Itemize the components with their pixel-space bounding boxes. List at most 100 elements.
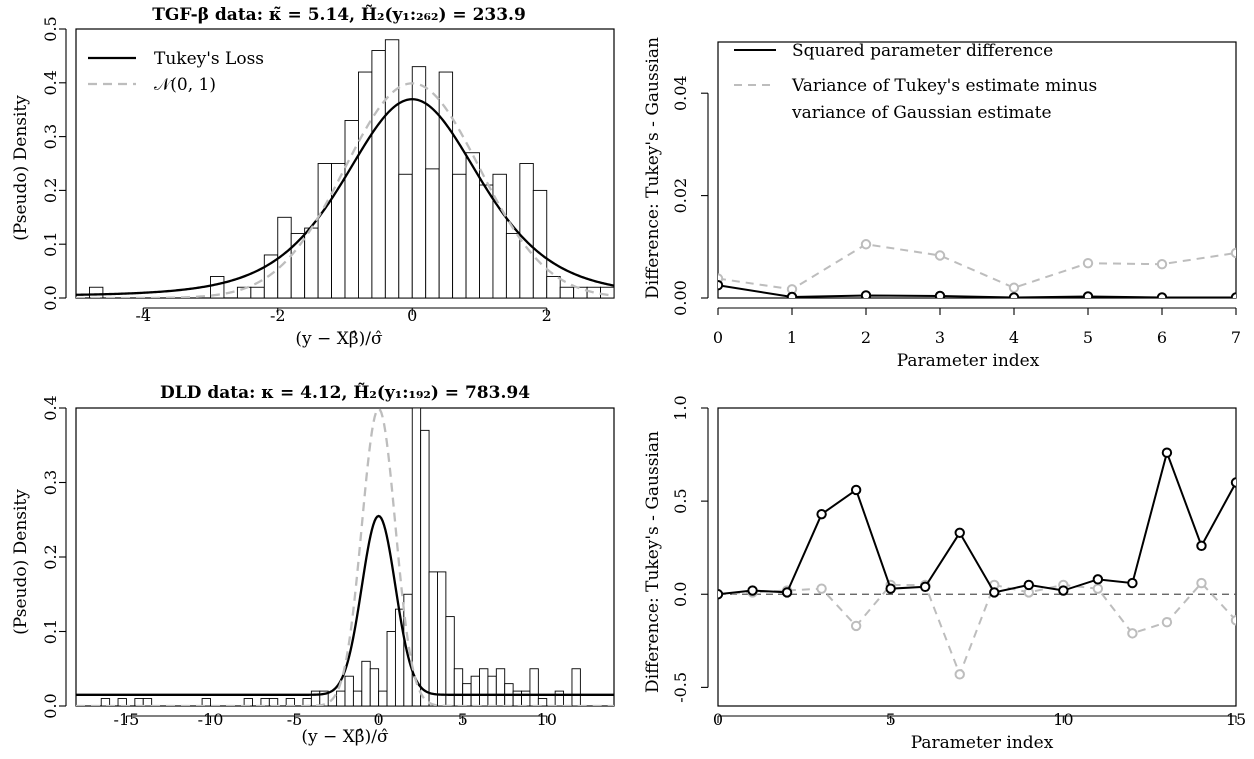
x-axis-label: (y − Xβ̂)/σ̂ — [295, 329, 383, 349]
squared-difference-point — [954, 527, 965, 538]
histogram-bar — [263, 254, 279, 298]
histogram-bar — [495, 668, 506, 706]
histogram-bar — [378, 690, 388, 706]
squared-difference-point — [885, 583, 896, 594]
y-axis-label: Difference: Tukey's - Gaussian — [643, 431, 663, 693]
y-tick-label: 0.2 — [41, 544, 60, 569]
plot-frame — [75, 407, 615, 707]
variance-difference-point — [934, 250, 946, 261]
squared-difference-point — [1230, 477, 1236, 488]
histogram-bar — [317, 163, 333, 298]
y-tick-label: 0.2 — [41, 178, 60, 203]
variance-difference-point — [1230, 247, 1236, 259]
histogram-bar — [403, 593, 413, 706]
histogram-bar — [386, 631, 396, 706]
y-tick-label: 0.0 — [41, 693, 60, 718]
squared-difference-point — [747, 585, 758, 596]
histogram-bar — [600, 286, 614, 298]
histogram-bar — [88, 286, 104, 298]
x-tick-label: 0 — [374, 710, 384, 729]
x-tick-label: -10 — [198, 710, 224, 729]
squared-difference-point — [781, 587, 793, 598]
y-tick-label: 0.0 — [671, 582, 690, 607]
plot-frame — [717, 407, 1237, 707]
y-axis-label: (Pseudo) Density — [11, 489, 31, 635]
y-axis-label: Difference: Tukey's - Gaussian — [643, 37, 663, 299]
variance-difference-point — [850, 620, 862, 632]
variance-difference-point — [860, 239, 872, 250]
squared-difference-point — [1161, 447, 1173, 458]
y-tick-label: 0.3 — [41, 470, 60, 495]
histogram-bar — [532, 189, 548, 298]
variance-difference-line — [718, 243, 1236, 291]
legend-label-line-2: Variance of Tukey's estimate minus — [791, 76, 1097, 96]
squared-difference-point — [1230, 292, 1236, 298]
histogram-bar — [344, 120, 359, 298]
x-tick-label: 2 — [861, 328, 871, 347]
histogram-bar — [512, 690, 522, 706]
variance-difference-point — [1127, 628, 1138, 639]
x-tick-label: 2 — [542, 306, 552, 325]
y-tick-label: 0.5 — [41, 16, 60, 41]
x-tick-label: 7 — [1231, 328, 1241, 347]
panel-dld-differences: Parameter index Difference: Tukey's - Ga… — [643, 395, 1246, 753]
histogram-bar — [554, 690, 565, 706]
histogram-bar — [428, 571, 438, 706]
histogram-bar — [411, 408, 422, 706]
x-axis-label: Parameter index — [911, 733, 1054, 753]
y-tick-label: 0.04 — [671, 75, 690, 111]
histogram-bar — [537, 698, 548, 706]
squared-difference-point — [718, 589, 724, 600]
squared-difference-point — [1082, 291, 1094, 298]
legend: Squared parameter difference Variance of… — [734, 41, 1097, 123]
x-axis-label: Parameter index — [897, 351, 1040, 371]
variance-difference-point — [1156, 259, 1168, 270]
normal-density-curve — [76, 82, 614, 298]
y-tick-label: 0.3 — [41, 124, 60, 149]
x-tick-label: 0 — [407, 306, 417, 325]
y-tick-label: 0.5 — [671, 488, 690, 513]
histogram-bar — [369, 668, 380, 706]
panel-dld-histogram: DLD data: κ = 4.12, H̃₂(y₁:₁₉₂) = 783.94… — [11, 383, 714, 747]
panel-title: DLD data: κ = 4.12, H̃₂(y₁:₁₉₂) = 783.94 — [160, 383, 530, 403]
histogram-bar — [210, 276, 225, 298]
squared-difference-point — [920, 581, 931, 592]
squared-difference-point — [1092, 574, 1104, 585]
squared-difference-point — [1023, 579, 1035, 591]
variance-difference-point — [1161, 616, 1173, 628]
histogram-bar — [521, 690, 531, 706]
x-tick-label: 10 — [1053, 710, 1073, 729]
plot-area — [76, 408, 714, 706]
x-tick-label: 5 — [1083, 328, 1093, 347]
x-tick-label: 4 — [1009, 328, 1019, 347]
histogram-bar — [201, 698, 211, 706]
x-tick-label: 6 — [1157, 328, 1167, 347]
plot-area — [76, 39, 614, 298]
x-tick-label: 0 — [713, 710, 723, 729]
histogram-bar — [505, 232, 521, 298]
histogram-bar — [398, 173, 413, 298]
plot-area — [718, 447, 1236, 680]
x-tick-label: -4 — [135, 306, 151, 325]
histogram-bar — [706, 699, 714, 706]
x-tick-label: 1 — [787, 328, 797, 347]
histogram-bar — [529, 668, 539, 706]
variance-difference-point — [1082, 257, 1094, 269]
histogram-bar — [453, 668, 464, 706]
histogram-bar — [648, 699, 656, 706]
histogram-bar — [331, 163, 346, 298]
histogram-bar — [573, 286, 588, 298]
histogram-bar — [142, 698, 153, 706]
histogram-bar — [479, 668, 489, 706]
squared-difference-point — [718, 280, 724, 291]
x-tick-label: 3 — [935, 328, 945, 347]
panel-title: TGF-β data: κ̃ = 5.14, H̃₂(y₁:₂₆₂) = 233… — [152, 5, 526, 25]
y-tick-label: -0.5 — [671, 672, 690, 703]
x-tick-label: -5 — [287, 710, 303, 729]
squared-difference-point — [1058, 585, 1069, 596]
legend-label-line-1: Squared parameter difference — [792, 41, 1053, 61]
x-tick-label: -2 — [270, 306, 286, 325]
squared-difference-point — [989, 587, 1000, 598]
variance-difference-point — [1196, 577, 1207, 589]
histogram-bar — [546, 276, 561, 298]
